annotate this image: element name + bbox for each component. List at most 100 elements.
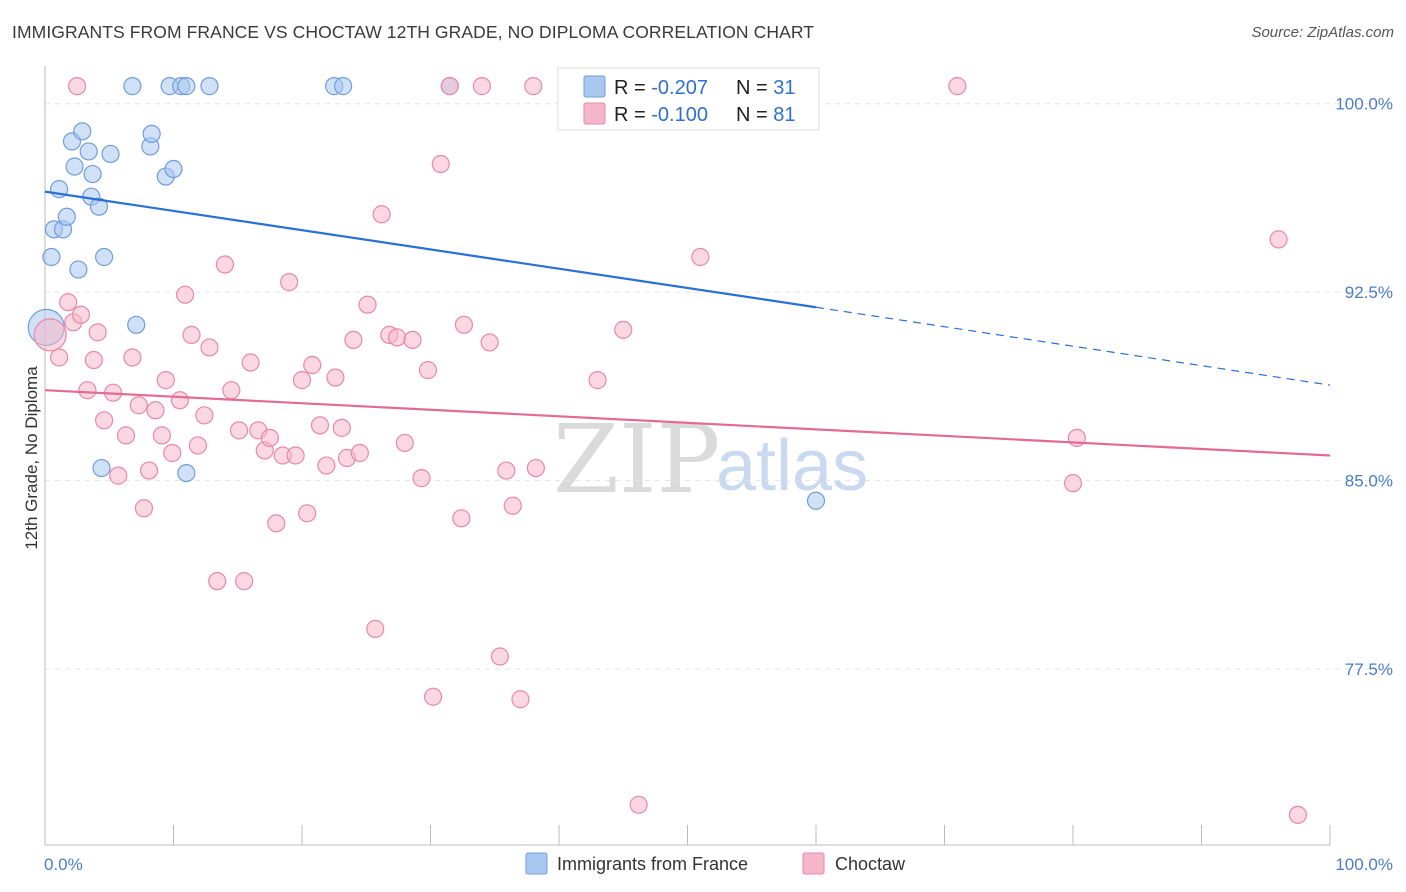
legend-r-label-1: R = — [614, 77, 651, 99]
point-choctaw — [303, 355, 322, 375]
point-immigrants-from-france — [79, 142, 98, 161]
point-choctaw — [134, 499, 154, 518]
point-choctaw — [480, 333, 499, 352]
legend-row-1-n: N = 31 — [736, 77, 796, 99]
point-choctaw — [163, 443, 182, 463]
point-choctaw — [431, 154, 450, 174]
stats-legend: R = -0.207 N = 31 R = -0.100 N = 81 — [557, 67, 820, 131]
y-tick-label: 92.5% — [1345, 283, 1393, 302]
point-choctaw — [170, 391, 190, 410]
point-choctaw — [267, 514, 286, 533]
point-choctaw — [454, 315, 474, 334]
point-immigrants-from-france — [83, 164, 102, 184]
trendline-immigrants-from-france — [44, 190, 817, 309]
point-choctaw — [332, 418, 351, 437]
point-immigrants-from-france — [42, 247, 61, 267]
legend-row-2-n: N = 81 — [736, 104, 796, 126]
point-choctaw — [78, 381, 97, 400]
point-choctaw — [358, 295, 377, 314]
bottom-legend-swatch-pink — [802, 852, 825, 875]
point-choctaw — [175, 285, 195, 304]
point-choctaw — [526, 458, 545, 478]
point-choctaw — [116, 426, 136, 445]
bottom-legend-swatch-blue — [525, 852, 548, 875]
point-immigrants-from-france — [127, 315, 146, 334]
point-choctaw — [366, 619, 385, 638]
point-choctaw — [286, 446, 305, 465]
series-legend: Immigrants from France Choctaw — [525, 852, 906, 875]
point-choctaw — [68, 77, 87, 96]
point-choctaw — [195, 406, 214, 425]
point-choctaw — [260, 428, 279, 448]
point-choctaw — [182, 325, 201, 344]
series-choctaw — [33, 77, 1307, 824]
point-choctaw — [344, 330, 363, 350]
point-immigrants-from-france — [123, 77, 142, 96]
point-choctaw — [511, 690, 530, 709]
point-choctaw — [292, 371, 312, 390]
point-choctaw — [33, 318, 67, 352]
bottom-legend-label-blue: Immigrants from France — [557, 854, 748, 874]
axes — [44, 66, 1331, 846]
point-immigrants-from-france — [57, 207, 76, 226]
legend-swatch-pink — [583, 102, 606, 125]
watermark-atlas: atlas — [716, 426, 868, 506]
legend-n-value-2: 81 — [773, 104, 795, 126]
point-choctaw — [629, 795, 648, 814]
point-choctaw — [298, 504, 317, 523]
point-choctaw — [524, 77, 543, 96]
legend-n-value-1: 31 — [773, 77, 795, 99]
point-choctaw — [59, 293, 78, 312]
point-choctaw — [71, 305, 91, 324]
point-immigrants-from-france — [200, 77, 219, 96]
y-tick-label: 100.0% — [1335, 95, 1393, 114]
point-choctaw — [1269, 230, 1288, 249]
point-immigrants-from-france — [806, 491, 826, 510]
legend-swatch-blue — [583, 75, 606, 98]
point-choctaw — [691, 247, 710, 267]
point-choctaw — [440, 77, 459, 96]
trendline-choctaw — [44, 389, 1331, 457]
point-choctaw — [109, 466, 128, 485]
point-choctaw — [503, 496, 522, 515]
point-immigrants-from-france — [101, 144, 120, 164]
point-choctaw — [280, 273, 299, 292]
point-immigrants-from-france — [177, 463, 196, 483]
point-choctaw — [403, 330, 422, 350]
x-tick-label-left: 0.0% — [44, 855, 83, 874]
y-tick-labels: 77.5% 85.0% 92.5% 100.0% — [1335, 95, 1393, 679]
point-immigrants-from-france — [92, 458, 111, 478]
point-choctaw — [235, 572, 254, 591]
x-tick-label-right: 100.0% — [1335, 855, 1393, 874]
point-choctaw — [50, 348, 69, 367]
point-immigrants-from-france — [334, 77, 353, 96]
legend-r-label-2: R = — [614, 104, 651, 126]
point-choctaw — [350, 443, 369, 463]
point-choctaw — [418, 360, 438, 380]
point-immigrants-from-france — [164, 159, 183, 179]
point-choctaw — [452, 509, 471, 528]
point-immigrants-from-france — [65, 157, 84, 176]
point-choctaw — [123, 348, 142, 367]
point-choctaw — [188, 436, 208, 455]
point-choctaw — [229, 421, 249, 440]
legend-r-value-2: -0.100 — [651, 104, 708, 126]
chart-source: Source: ZipAtlas.com — [1251, 24, 1394, 41]
point-immigrants-from-france — [177, 77, 196, 96]
trendline-immigrants-from-france-extension — [815, 306, 1331, 386]
point-choctaw — [129, 396, 148, 415]
point-choctaw — [372, 205, 391, 224]
point-choctaw — [326, 368, 345, 387]
point-choctaw — [395, 433, 414, 453]
point-immigrants-from-france — [95, 247, 114, 267]
point-immigrants-from-france — [73, 122, 92, 141]
point-choctaw — [222, 381, 241, 400]
point-choctaw — [241, 353, 260, 372]
point-choctaw — [146, 401, 165, 420]
chart-title: IMMIGRANTS FROM FRANCE VS CHOCTAW 12TH G… — [12, 22, 815, 42]
point-choctaw — [490, 647, 509, 666]
point-choctaw — [588, 371, 607, 390]
point-choctaw — [412, 469, 431, 488]
point-choctaw — [1063, 474, 1083, 493]
point-choctaw — [208, 572, 227, 591]
